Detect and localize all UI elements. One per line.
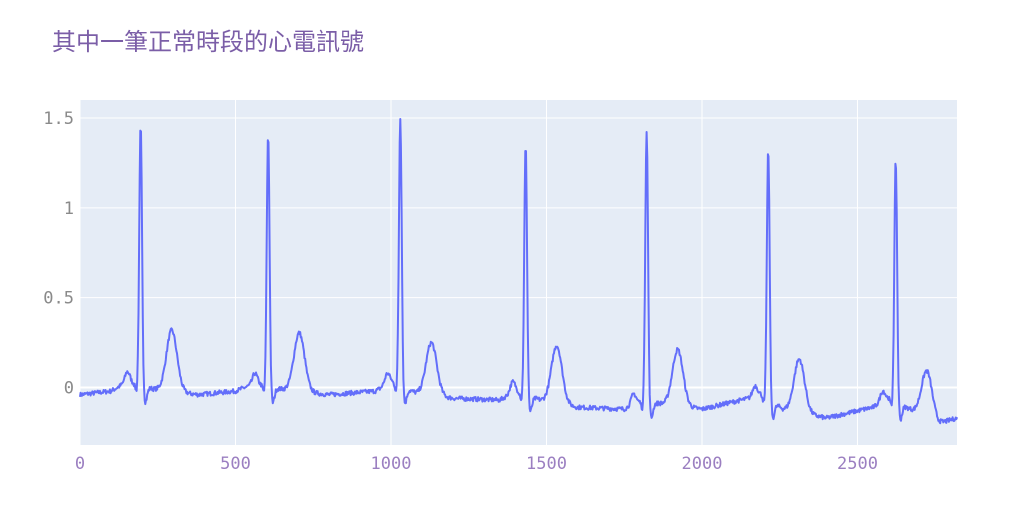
grid-lines — [79, 100, 957, 445]
series-line-ecg — [79, 118, 958, 425]
x-axis-ticks: 0 500 1000 1500 2000 2500 — [75, 454, 878, 474]
x-tick-label: 500 — [220, 454, 251, 474]
y-tick-label: 1.5 — [43, 109, 74, 129]
x-tick-label: 2000 — [682, 454, 723, 474]
y-tick-label: 1 — [64, 199, 74, 219]
y-tick-label: 0.5 — [43, 289, 74, 309]
x-tick-label: 2500 — [837, 454, 878, 474]
y-tick-label: 0 — [64, 379, 74, 399]
y-axis-ticks: 0 0.5 1 1.5 — [43, 109, 74, 399]
x-tick-label: 1500 — [526, 454, 567, 474]
x-tick-label: 0 — [75, 454, 85, 474]
chart-title: 其中一筆正常時段的心電訊號 — [52, 28, 364, 56]
x-tick-label: 1000 — [371, 454, 412, 474]
